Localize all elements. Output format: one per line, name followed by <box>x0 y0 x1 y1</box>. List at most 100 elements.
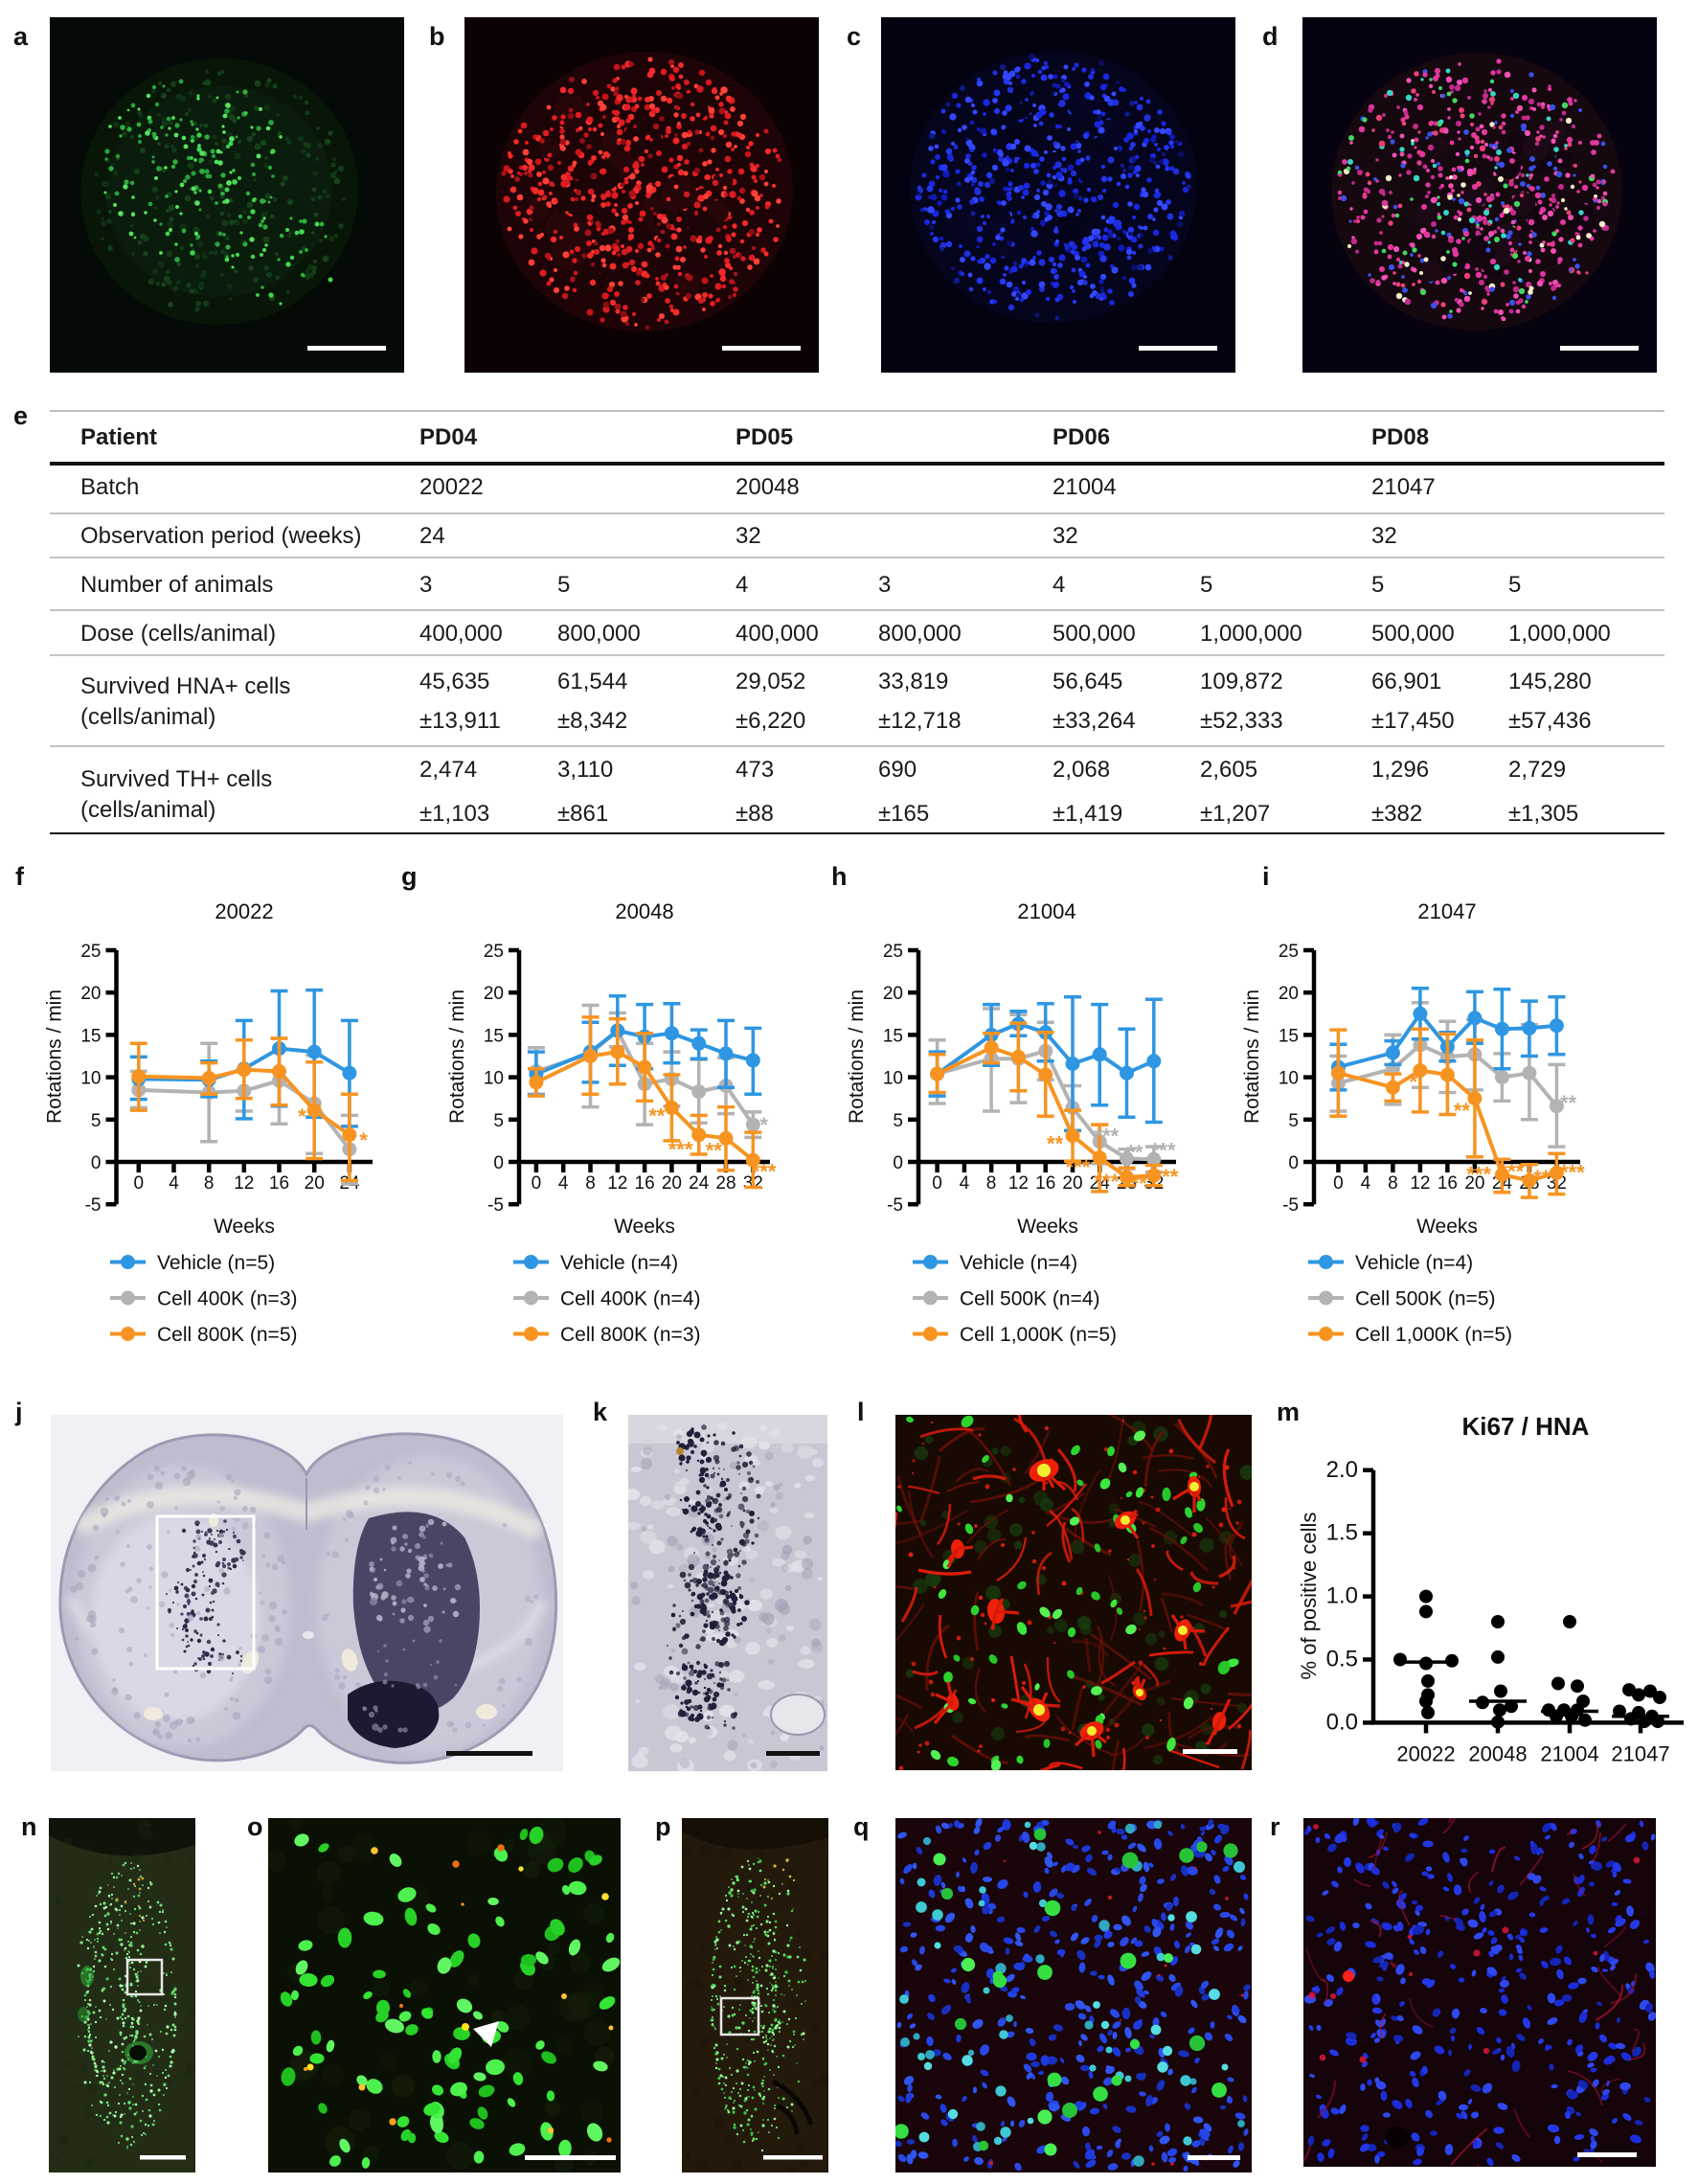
svg-text:24: 24 <box>689 1173 710 1194</box>
svg-text:8: 8 <box>585 1173 596 1194</box>
svg-text:12: 12 <box>234 1173 254 1194</box>
svg-text:21004: 21004 <box>1017 899 1075 923</box>
svg-text:16: 16 <box>1035 1173 1055 1194</box>
svg-text:1.5: 1.5 <box>1326 1520 1358 1546</box>
svg-text:Cell 800K (n=3): Cell 800K (n=3) <box>560 1324 701 1346</box>
svg-text:12: 12 <box>607 1173 627 1194</box>
svg-text:0: 0 <box>493 1153 504 1173</box>
svg-text:20: 20 <box>1279 984 1299 1004</box>
svg-text:Weeks: Weeks <box>1416 1216 1478 1238</box>
svg-text:% of positive cells: % of positive cells <box>1297 1513 1321 1680</box>
svg-text:20022: 20022 <box>215 899 273 923</box>
svg-text:***: *** <box>1560 1161 1585 1185</box>
svg-text:5: 5 <box>1288 1111 1299 1131</box>
svg-text:Weeks: Weeks <box>1017 1216 1078 1238</box>
svg-text:***: *** <box>1094 1125 1119 1149</box>
svg-text:15: 15 <box>484 1026 504 1046</box>
svg-text:Weeks: Weeks <box>614 1216 675 1238</box>
svg-text:12: 12 <box>1410 1173 1430 1194</box>
svg-text:28: 28 <box>715 1173 736 1194</box>
svg-text:Cell 500K (n=5): Cell 500K (n=5) <box>1355 1288 1496 1310</box>
svg-text:0: 0 <box>1288 1153 1299 1173</box>
svg-text:4: 4 <box>960 1173 970 1194</box>
svg-text:Vehicle (n=5): Vehicle (n=5) <box>157 1252 275 1274</box>
svg-text:5: 5 <box>893 1111 903 1131</box>
svg-text:Cell 1,000K (n=5): Cell 1,000K (n=5) <box>1355 1324 1512 1346</box>
svg-text:***: *** <box>1500 1160 1525 1184</box>
svg-text:Rotations / min: Rotations / min <box>1241 990 1263 1124</box>
svg-text:0: 0 <box>932 1173 942 1194</box>
svg-text:0: 0 <box>532 1173 542 1194</box>
svg-text:20: 20 <box>1062 1173 1082 1194</box>
svg-text:***: *** <box>1533 1166 1558 1190</box>
svg-text:16: 16 <box>269 1173 289 1194</box>
svg-text:21004: 21004 <box>1540 1741 1598 1765</box>
svg-text:Rotations / min: Rotations / min <box>44 990 66 1124</box>
svg-text:15: 15 <box>883 1026 903 1046</box>
svg-text:**: ** <box>1126 1140 1143 1164</box>
svg-text:20: 20 <box>484 984 504 1004</box>
svg-text:***: *** <box>1154 1165 1179 1189</box>
svg-text:10: 10 <box>1279 1069 1299 1089</box>
svg-text:20: 20 <box>662 1173 682 1194</box>
svg-text:**: ** <box>1560 1091 1577 1115</box>
svg-text:10: 10 <box>883 1069 903 1089</box>
svg-text:8: 8 <box>986 1173 997 1194</box>
svg-text:20022: 20022 <box>1396 1741 1455 1765</box>
svg-text:8: 8 <box>204 1173 215 1194</box>
svg-text:***: *** <box>1151 1139 1176 1163</box>
svg-text:20: 20 <box>883 984 903 1004</box>
svg-text:Vehicle (n=4): Vehicle (n=4) <box>1355 1252 1473 1274</box>
svg-text:0: 0 <box>893 1153 903 1173</box>
svg-text:*: * <box>1410 1070 1418 1094</box>
svg-text:16: 16 <box>1438 1173 1458 1194</box>
svg-text:25: 25 <box>883 942 903 962</box>
svg-text:*: * <box>298 1104 306 1128</box>
svg-text:20048: 20048 <box>1468 1741 1527 1765</box>
svg-text:**: ** <box>1047 1131 1064 1155</box>
svg-text:21047: 21047 <box>1611 1741 1669 1765</box>
svg-text:0.5: 0.5 <box>1326 1647 1358 1672</box>
svg-text:20: 20 <box>1464 1173 1484 1194</box>
svg-text:Cell 800K (n=5): Cell 800K (n=5) <box>157 1324 298 1346</box>
svg-text:*: * <box>759 1113 768 1137</box>
svg-text:8: 8 <box>1388 1173 1398 1194</box>
svg-text:5: 5 <box>493 1111 504 1131</box>
svg-text:5: 5 <box>91 1111 102 1131</box>
svg-text:-5: -5 <box>487 1195 504 1216</box>
svg-text:10: 10 <box>484 1069 504 1089</box>
svg-text:15: 15 <box>1279 1026 1299 1046</box>
svg-text:***: *** <box>1122 1172 1147 1195</box>
svg-text:2.0: 2.0 <box>1326 1457 1358 1483</box>
svg-text:Weeks: Weeks <box>214 1216 275 1238</box>
svg-text:4: 4 <box>558 1173 569 1194</box>
svg-text:25: 25 <box>1279 942 1299 962</box>
svg-text:12: 12 <box>1008 1173 1029 1194</box>
svg-text:**: ** <box>648 1103 666 1127</box>
svg-text:Cell 400K (n=3): Cell 400K (n=3) <box>157 1288 298 1310</box>
svg-text:15: 15 <box>80 1026 101 1046</box>
svg-text:**: ** <box>706 1139 723 1163</box>
svg-text:10: 10 <box>80 1069 101 1089</box>
svg-text:***: *** <box>1066 1155 1091 1179</box>
svg-text:***: *** <box>668 1138 693 1162</box>
svg-text:25: 25 <box>484 942 504 962</box>
svg-text:Vehicle (n=4): Vehicle (n=4) <box>560 1252 678 1274</box>
svg-text:16: 16 <box>635 1173 655 1194</box>
svg-text:*: * <box>359 1128 368 1152</box>
svg-text:20: 20 <box>305 1173 325 1194</box>
svg-text:Vehicle (n=4): Vehicle (n=4) <box>960 1252 1077 1274</box>
svg-text:Ki67 / HNA: Ki67 / HNA <box>1462 1412 1590 1441</box>
svg-text:**: ** <box>1454 1099 1471 1123</box>
svg-text:25: 25 <box>80 942 101 962</box>
svg-text:-5: -5 <box>1282 1195 1299 1216</box>
svg-text:***: *** <box>752 1160 777 1184</box>
svg-text:Cell 500K (n=4): Cell 500K (n=4) <box>960 1288 1100 1310</box>
svg-text:21047: 21047 <box>1417 899 1476 923</box>
svg-text:0: 0 <box>134 1173 145 1194</box>
svg-text:***: *** <box>1094 1170 1119 1194</box>
svg-text:0.0: 0.0 <box>1326 1709 1358 1735</box>
svg-text:0: 0 <box>91 1153 102 1173</box>
svg-text:***: *** <box>1466 1162 1491 1186</box>
svg-text:4: 4 <box>169 1173 179 1194</box>
